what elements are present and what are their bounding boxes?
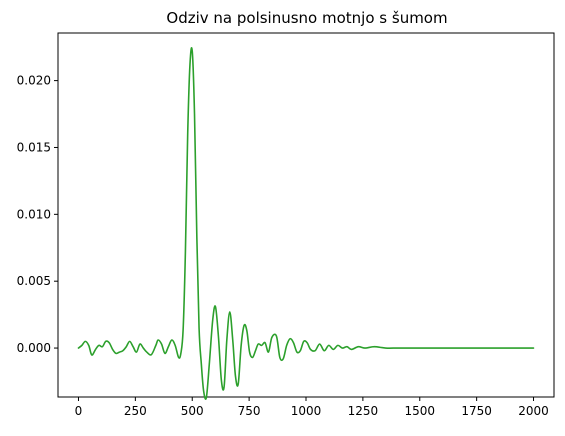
series-line: [77, 47, 535, 400]
y-axis: 0.000 0.005 0.010 0.015 0.020: [17, 74, 58, 355]
x-tick-label: 1250: [348, 404, 379, 418]
y-tick-label: 0.005: [17, 274, 51, 288]
y-tick-label: 0.015: [17, 140, 51, 154]
x-tick-label: 750: [238, 404, 261, 418]
series-layer: [77, 47, 535, 400]
y-tick-label: 0.010: [17, 207, 51, 221]
x-tick-label: 500: [181, 404, 204, 418]
y-tick-label: 0.020: [17, 74, 51, 88]
x-tick-label: 1000: [291, 404, 322, 418]
x-tick-label: 1750: [461, 404, 492, 418]
chart-title: Odziv na polsinusno motnjo s šumom: [166, 9, 447, 27]
x-tick-label: 0: [75, 404, 83, 418]
x-tick-label: 2000: [518, 404, 549, 418]
x-tick-label: 1500: [404, 404, 435, 418]
x-axis: 0 250 500 750 1000 1250 1500 1750 2000: [75, 397, 549, 418]
x-tick-label: 250: [124, 404, 147, 418]
y-tick-label: 0.000: [17, 341, 51, 355]
